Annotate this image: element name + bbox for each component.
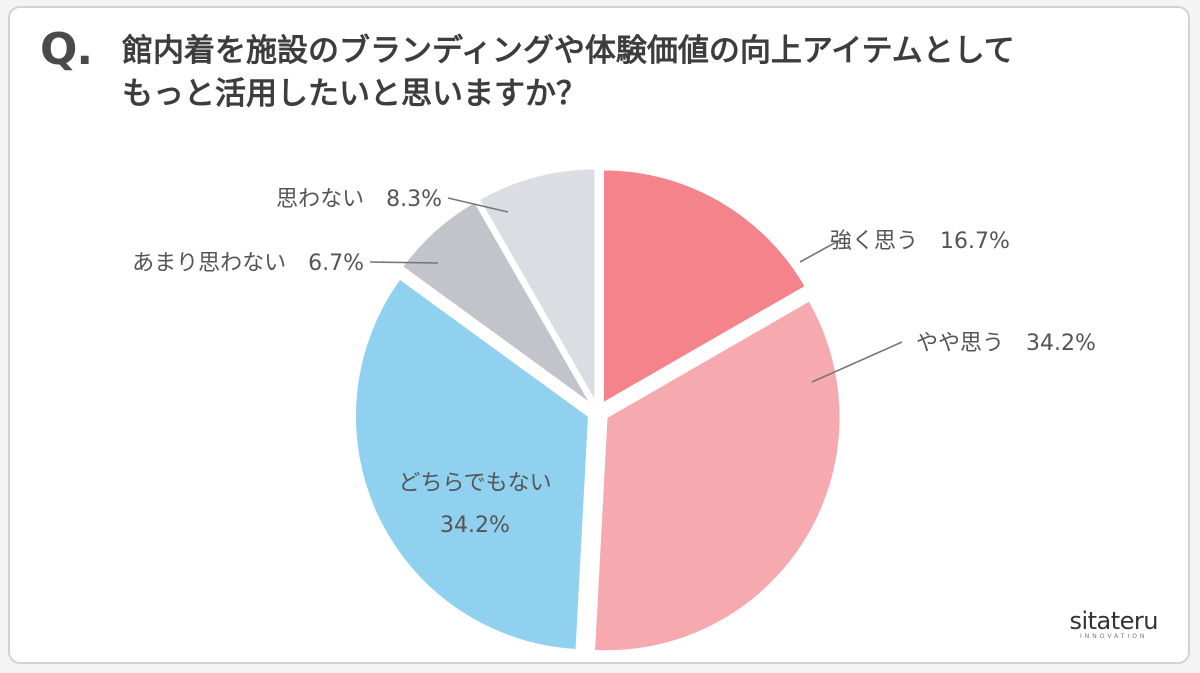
leader-line-2 — [811, 341, 903, 383]
pie-slice-4 — [400, 200, 593, 406]
slice-label-1: 強く思う 16.7% — [830, 229, 1010, 254]
question-line-1: 館内着を施設のブランディングや体験価値の向上アイテムとして — [122, 33, 1015, 69]
pie-slice-1 — [602, 168, 808, 406]
pie-slice-2 — [592, 299, 842, 653]
pie-slice-5 — [477, 167, 597, 407]
question-title: 館内着を施設のブランディングや体験価値の向上アイテムとして もっと活用したいと思… — [122, 30, 1102, 116]
brand-logo: sitateru INNOVATION — [1069, 607, 1158, 640]
slice-label-4: あまり思わない 6.7% — [132, 251, 364, 276]
question-mark: Q. — [40, 24, 93, 75]
leader-line-4 — [369, 261, 439, 264]
brand-logo-name: sitateru — [1069, 607, 1158, 635]
brand-logo-sub: INNOVATION — [1080, 633, 1148, 640]
question-line-2: もっと活用したいと思いますか？ — [122, 76, 587, 112]
pie-slice-3 — [353, 277, 590, 652]
slice-value-3: 34.2% — [440, 513, 510, 538]
slice-label-5: 思わない 8.3% — [276, 187, 442, 212]
slice-label-3: どちらでもない — [398, 471, 551, 496]
slice-label-2: やや思う 34.2% — [916, 331, 1096, 356]
leader-line-5 — [447, 197, 509, 213]
leader-line-1 — [799, 239, 841, 263]
